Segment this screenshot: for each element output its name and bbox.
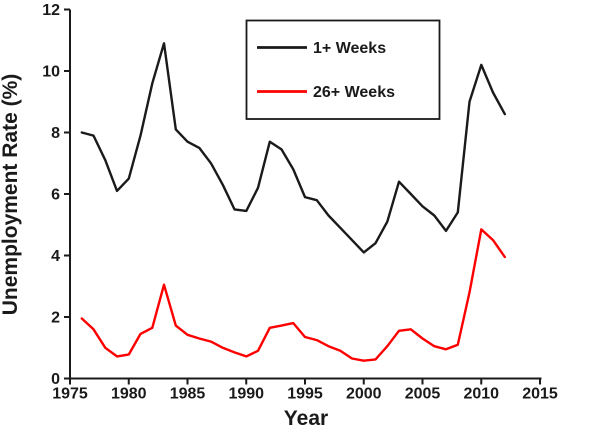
y-tick-label: 12: [42, 2, 60, 19]
x-tick-label: 1980: [111, 386, 147, 403]
x-axis-label: Year: [284, 407, 328, 430]
legend: 1+ Weeks 26+ Weeks: [245, 19, 441, 120]
x-tick-label: 1985: [170, 386, 206, 403]
y-tick-label: 0: [51, 371, 60, 388]
x-tick-label: 2005: [405, 386, 441, 403]
y-tick-label: 2: [51, 310, 60, 327]
legend-label-1-weeks: 1+ Weeks: [313, 40, 386, 57]
legend-label-26-weeks: 26+ Weeks: [313, 84, 395, 101]
y-tick-label: 8: [51, 125, 60, 142]
series-lines: [80, 42, 506, 362]
y-axis-ticks: 0 2 4 6 8 10 12: [42, 2, 70, 388]
x-tick-label: 2000: [346, 386, 382, 403]
x-axis-ticks: 1975 1980 1985 1990 1995 2000 2005 2010 2015: [52, 378, 558, 403]
series-line-1-weeks: [80, 42, 506, 254]
x-tick-label: 1995: [287, 386, 323, 403]
x-tick-label: 2015: [522, 386, 558, 403]
y-tick-label: 4: [51, 248, 60, 265]
y-tick-label: 10: [42, 64, 60, 81]
x-tick-label: 2010: [463, 386, 499, 403]
y-axis-label: Unemployment Rate (%): [0, 74, 22, 316]
y-tick-label: 6: [51, 187, 60, 204]
x-tick-label: 1990: [228, 386, 264, 403]
plot-area: 1975 1980 1985 1990 1995 2000 2005 2010 2015 0 2 4…: [42, 2, 558, 403]
legend-box: [245, 19, 441, 120]
x-tick-label: 1975: [52, 386, 88, 403]
series-line-26-weeks: [80, 228, 506, 362]
